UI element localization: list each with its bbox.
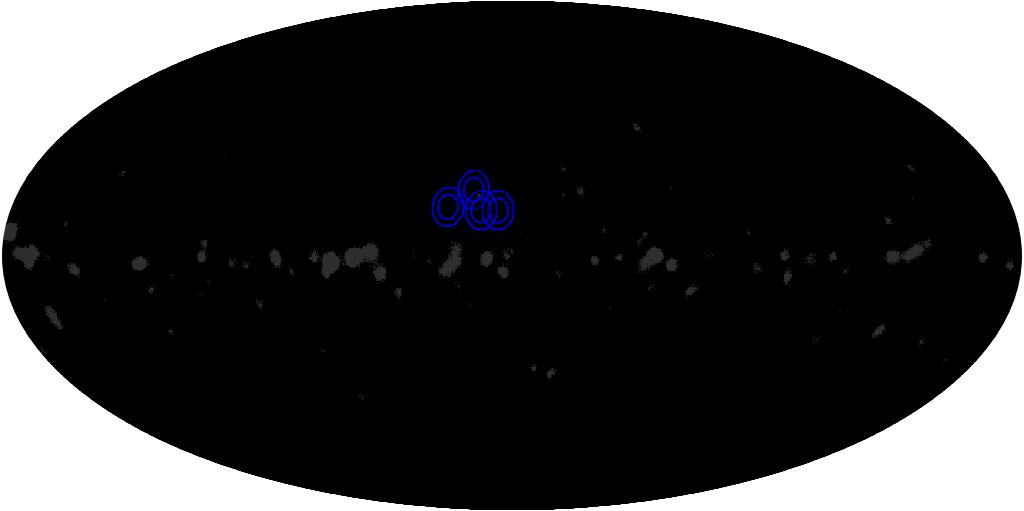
Text: HaloSat pointings: HaloSat pointings [532, 146, 643, 159]
Text: 052: 052 [472, 205, 490, 215]
Text: 049: 049 [439, 202, 458, 212]
Text: Galactic Center: Galactic Center [502, 312, 599, 324]
Text: 051: 051 [465, 184, 483, 195]
Text: 053: 053 [488, 205, 507, 215]
